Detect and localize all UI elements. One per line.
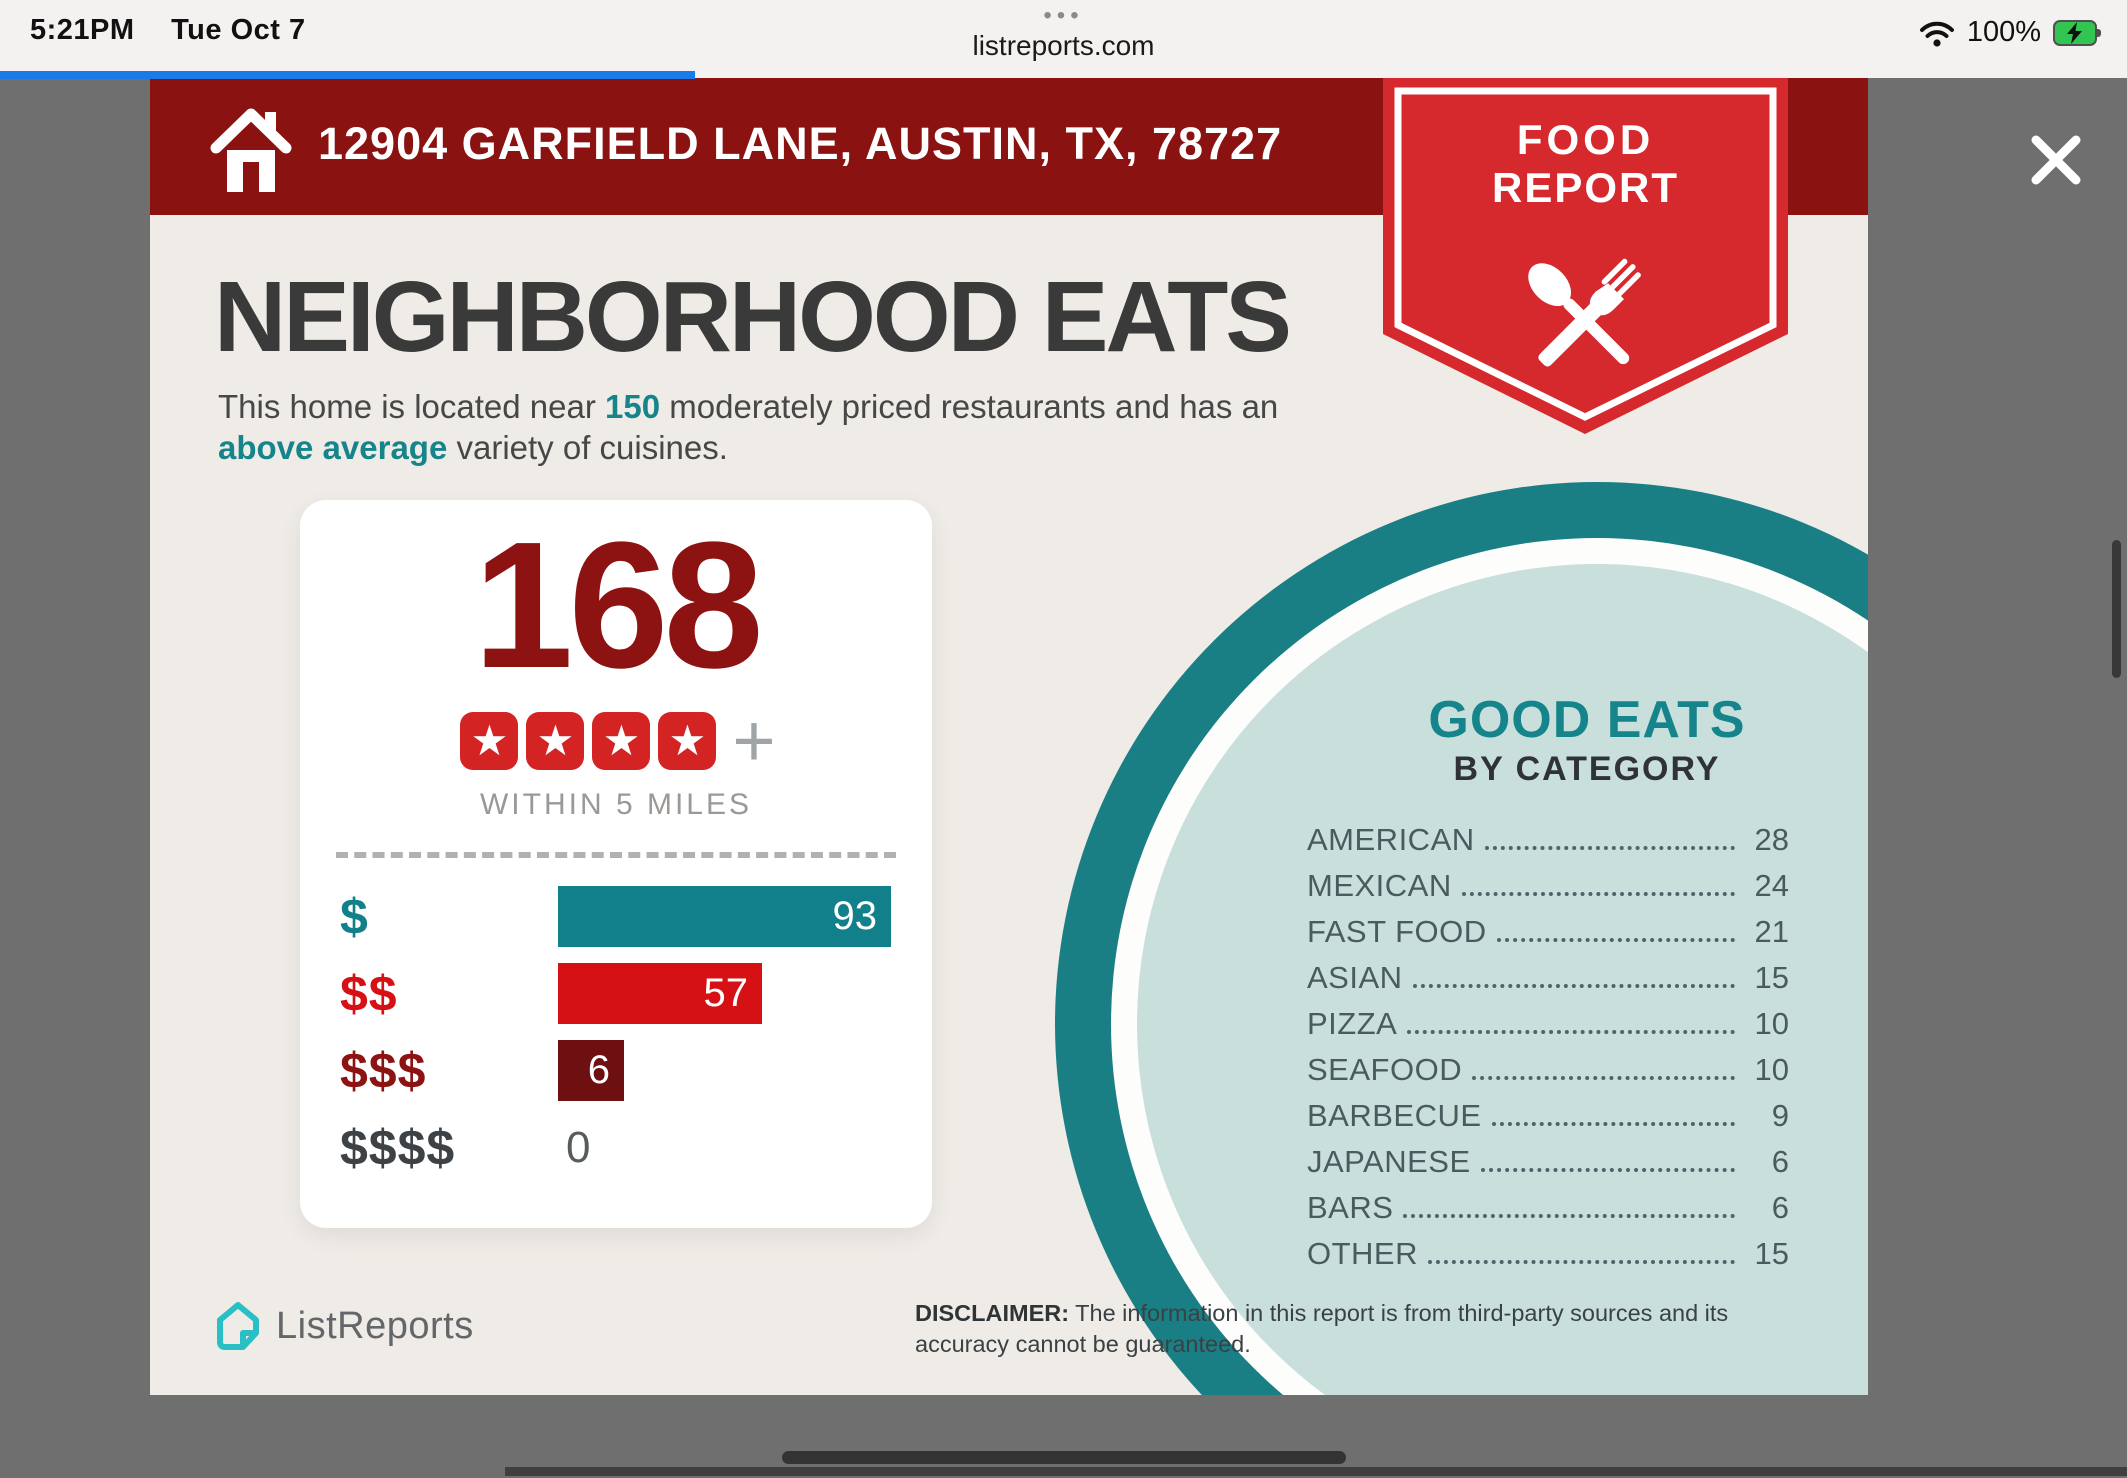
category-value: 28 [1754, 822, 1789, 857]
disclaimer-text: DISCLAIMER: The information in this repo… [915, 1300, 1729, 1357]
address-bar-url[interactable]: listreports.com [972, 30, 1155, 61]
price-tier-label: $$$$ [340, 1119, 456, 1176]
category-row: AMERICAN 28 [1307, 814, 1789, 860]
bar-value: 6 [587, 1048, 610, 1092]
horizontal-scrollbar-track[interactable] [505, 1467, 2127, 1476]
category-value: 21 [1754, 914, 1789, 949]
page-load-progress-bar [0, 71, 695, 79]
vertical-scrollbar-thumb[interactable] [2112, 540, 2121, 678]
category-row: MEXICAN 24 [1307, 860, 1789, 906]
category-row: FAST FOOD 21 [1307, 906, 1789, 952]
category-row: JAPANESE 6 [1307, 1136, 1789, 1182]
price-bar: 93 [558, 886, 891, 947]
category-label: MEXICAN [1307, 868, 1452, 903]
category-value: 15 [1754, 960, 1789, 995]
status-time-date: 5:21PM Tue Oct 7 [30, 14, 306, 47]
page-title: NEIGHBORHOOD EATS [214, 261, 1292, 373]
dotted-leader [1428, 1260, 1735, 1264]
bar-value: 93 [832, 894, 878, 938]
disclaimer-label: DISCLAIMER: [915, 1300, 1070, 1326]
ribbon-title-line2: REPORT [1491, 164, 1679, 211]
price-tier-label: $$$ [340, 1042, 427, 1099]
category-value: 6 [1771, 1144, 1789, 1179]
restaurant-count-highlight: 150 [605, 388, 661, 425]
category-label: SEAFOOD [1307, 1052, 1463, 1087]
food-report-ribbon: FOOD REPORT [1383, 78, 1788, 438]
restaurant-count: 168 [473, 505, 763, 706]
category-value: 10 [1754, 1052, 1789, 1087]
spoon-fork-icon [1528, 258, 1641, 367]
plus-icon: + [732, 699, 776, 782]
food-report-panel: 12904 GARFIELD LANE, AUSTIN, TX, 78727 F… [150, 78, 1868, 1395]
category-label: BARBECUE [1307, 1098, 1482, 1133]
price-row: $$$ 6 [300, 1040, 932, 1101]
category-label: FAST FOOD [1307, 914, 1487, 949]
battery-percent: 100% [1966, 16, 2041, 48]
category-label: BARS [1307, 1190, 1394, 1225]
category-label: PIZZA [1307, 1006, 1398, 1041]
close-button[interactable] [2022, 126, 2090, 194]
category-label: AMERICAN [1307, 822, 1475, 857]
category-label: ASIAN [1307, 960, 1403, 995]
property-address: 12904 GARFIELD LANE, AUSTIN, TX, 78727 [318, 118, 1283, 169]
status-date: Tue Oct 7 [171, 14, 306, 46]
price-bar: 57 [558, 963, 762, 1024]
bar-value: 0 [566, 1122, 591, 1172]
category-value: 15 [1754, 1236, 1789, 1271]
page-subtitle: This home is located near 150 moderately… [218, 388, 1279, 466]
variety-highlight: above average [218, 429, 448, 466]
category-row: OTHER 15 [1307, 1228, 1789, 1274]
listreports-wordmark: ListReports [276, 1304, 474, 1347]
price-row: $93 [300, 886, 932, 947]
price-row: $$$$ 0 [300, 1117, 932, 1178]
category-row: BARBECUE 9 [1307, 1090, 1789, 1136]
price-bar: 6 [558, 1040, 624, 1101]
listreports-logo: ListReports [214, 1300, 474, 1352]
star-icon: ★ [658, 712, 717, 770]
category-row: ASIAN 15 [1307, 952, 1789, 998]
good-eats-title: GOOD EATS [1428, 691, 1746, 749]
home-icon [210, 108, 292, 192]
category-row: PIZZA 10 [1307, 998, 1789, 1044]
category-value: 6 [1771, 1190, 1789, 1225]
dotted-leader [1461, 892, 1735, 896]
category-label: OTHER [1307, 1236, 1418, 1271]
listreports-house-icon [217, 1302, 259, 1350]
good-eats-subtitle: BY CATEGORY [1453, 750, 1721, 788]
battery-charging-icon [2053, 19, 2103, 46]
status-time: 5:21PM [30, 14, 135, 46]
restaurant-summary-card: 168 ★ ★ ★ ★ + WITHIN 5 MILES $93 $$ 57 $$$ 6 $$$$… [300, 500, 932, 1228]
good-eats-list: AMERICAN 28 MEXICAN 24 FAST FOOD 21 ASIAN 15 PIZ… [1307, 814, 1789, 1274]
card-divider [336, 852, 896, 858]
rating-stars: ★ ★ ★ ★ + [300, 699, 932, 782]
price-tier-label: $$ [340, 965, 398, 1022]
dotted-leader [1496, 938, 1735, 942]
category-row: BARS 6 [1307, 1182, 1789, 1228]
star-icon: ★ [592, 712, 651, 770]
tab-overview-dots-icon[interactable]: ••• [1043, 2, 1084, 29]
price-tier-label: $ [340, 888, 369, 945]
home-indicator[interactable] [782, 1451, 1346, 1464]
category-value: 10 [1754, 1006, 1789, 1041]
star-icon: ★ [460, 712, 519, 770]
category-value: 9 [1771, 1098, 1789, 1133]
dotted-leader [1472, 1076, 1735, 1080]
radius-caption: WITHIN 5 MILES [479, 788, 753, 821]
dotted-leader [1407, 1030, 1735, 1034]
dotted-leader [1412, 984, 1735, 988]
price-row: $$ 57 [300, 963, 932, 1024]
star-icon: ★ [526, 712, 585, 770]
dotted-leader [1403, 1214, 1735, 1218]
bar-value: 57 [703, 971, 749, 1015]
price-bar-chart: $93 $$ 57 $$$ 6 $$$$ 0 [300, 886, 932, 1194]
wifi-icon [1919, 21, 1954, 47]
category-value: 24 [1754, 868, 1789, 903]
ribbon-title-line1: FOOD [1516, 116, 1655, 163]
category-label: JAPANESE [1307, 1144, 1471, 1179]
dotted-leader [1484, 846, 1735, 850]
status-bar: 5:21PM Tue Oct 7 ••• listreports.com 100… [0, 0, 2127, 78]
dotted-leader [1491, 1122, 1735, 1126]
category-row: SEAFOOD 10 [1307, 1044, 1789, 1090]
dotted-leader [1480, 1168, 1735, 1172]
